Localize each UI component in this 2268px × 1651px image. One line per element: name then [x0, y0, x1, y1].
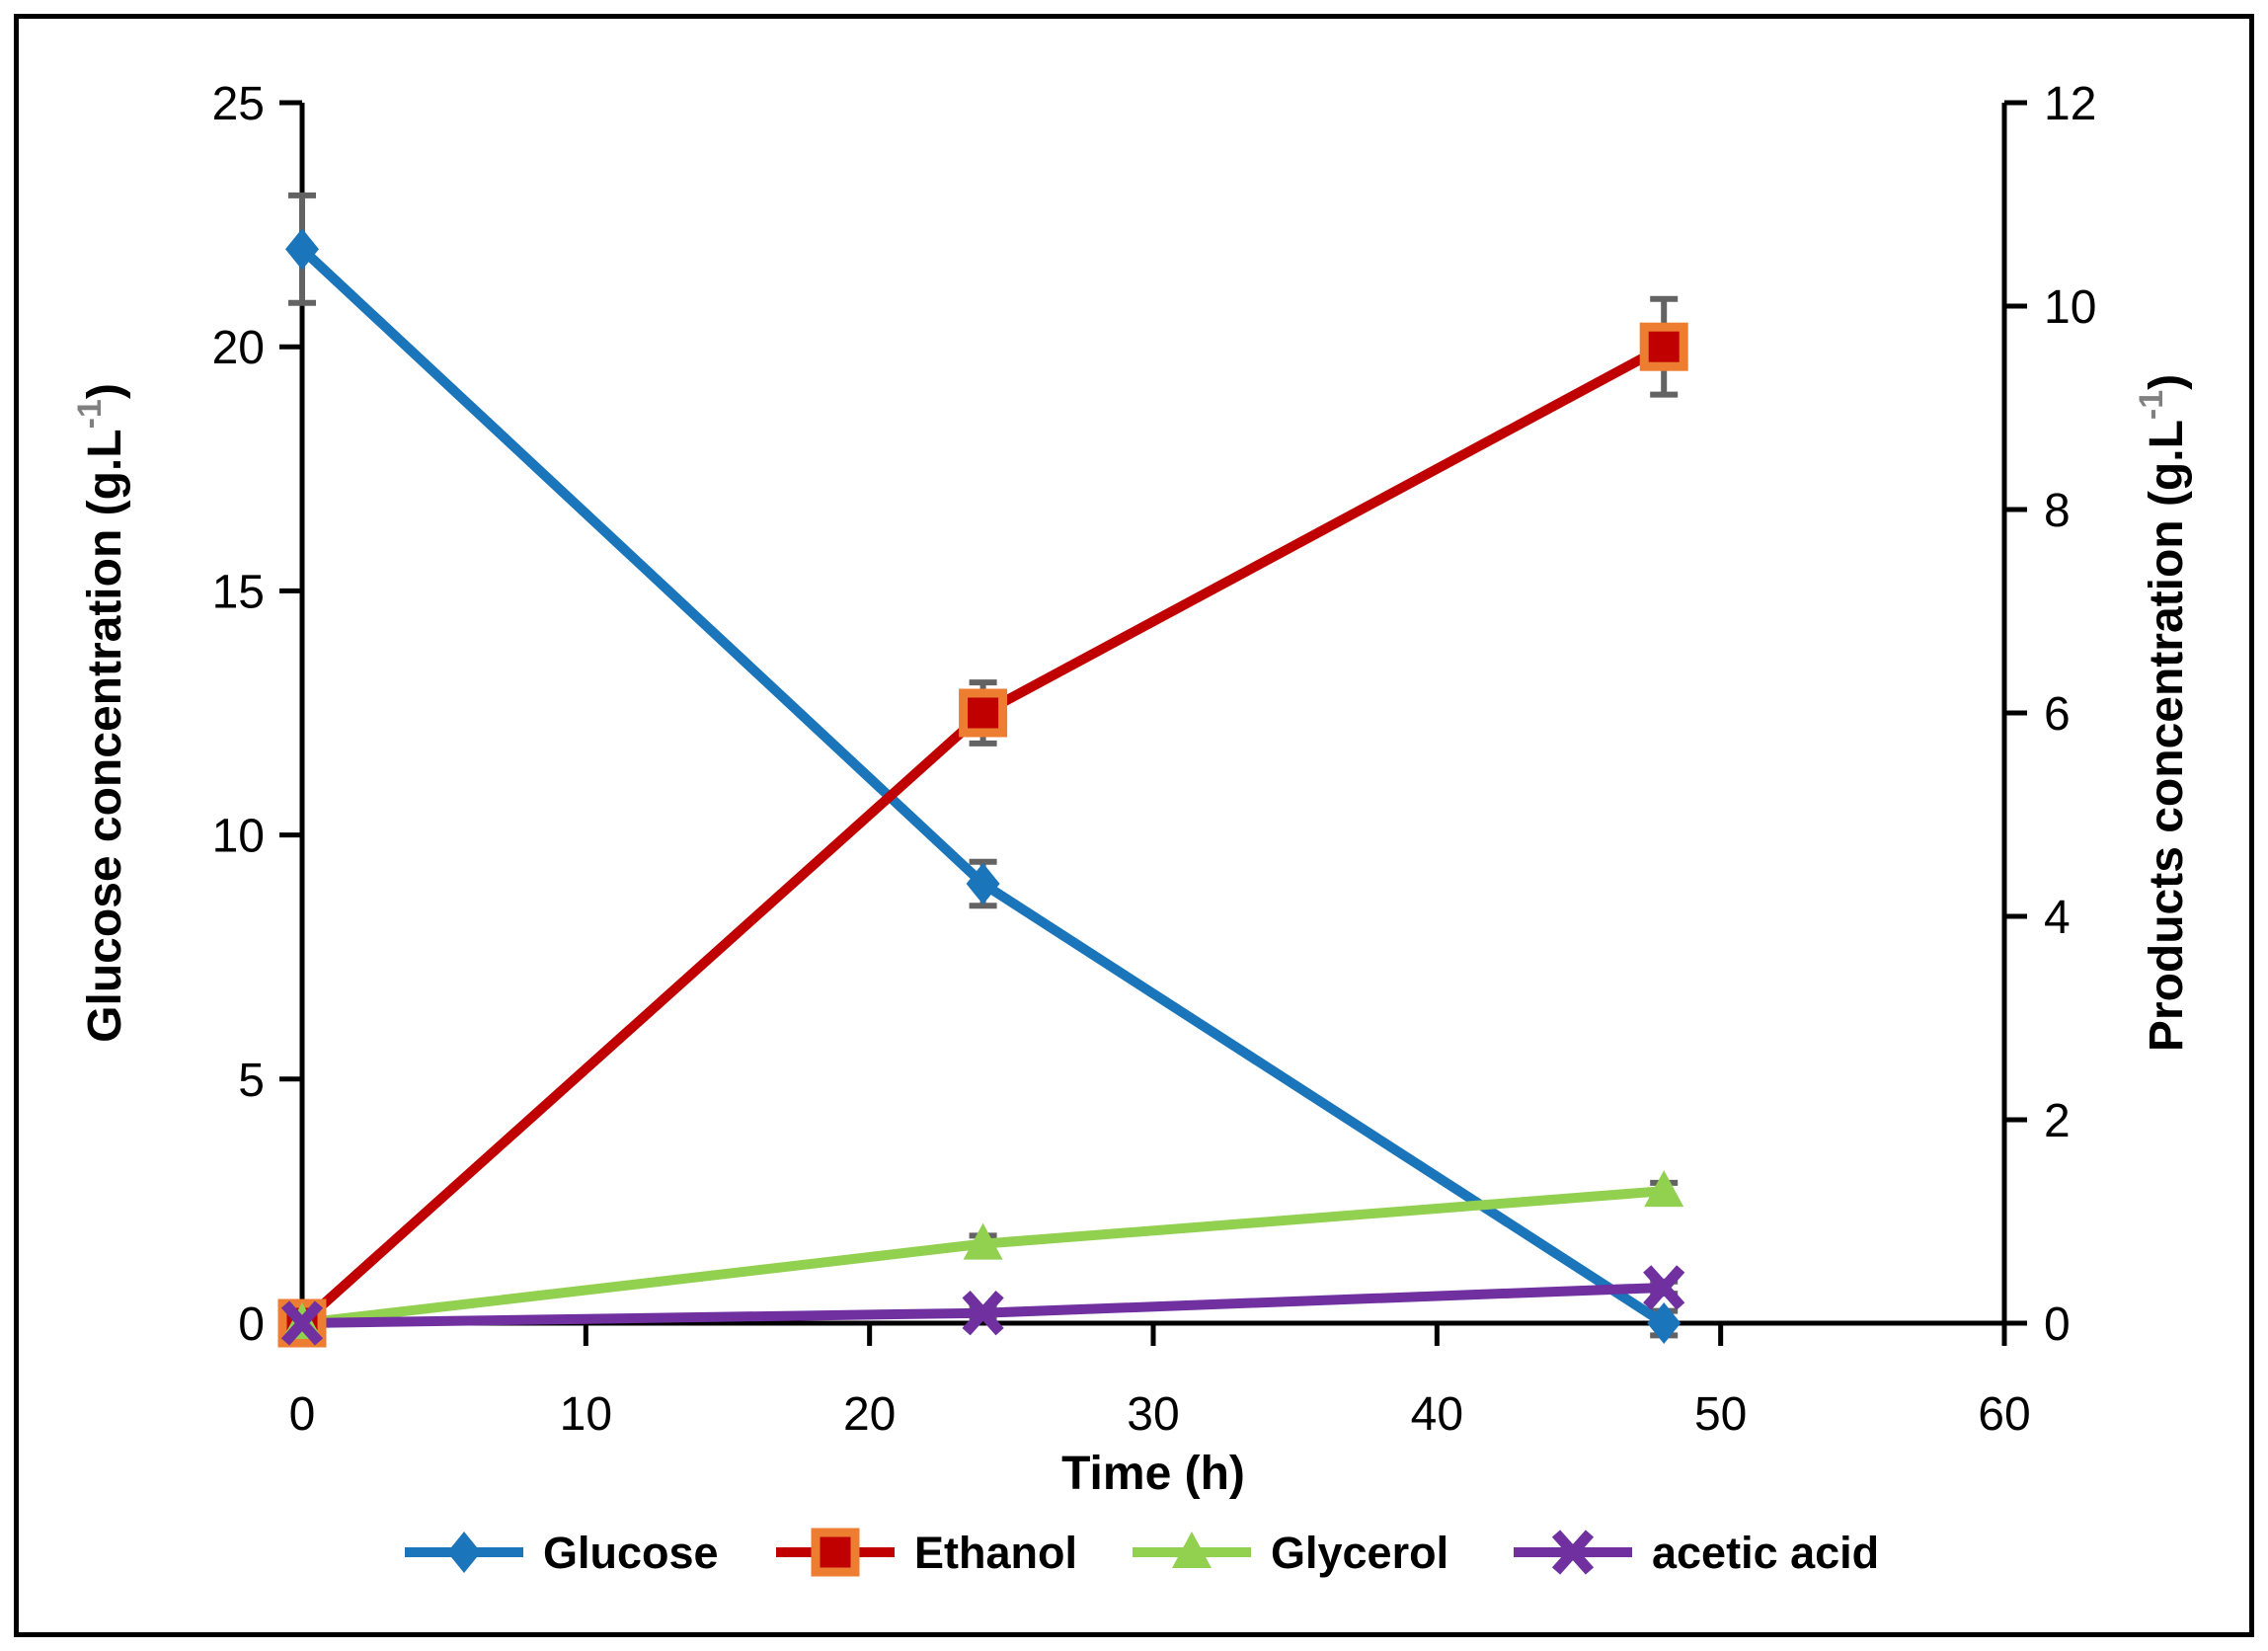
series-line-ethanol: [298, 342, 1667, 1327]
marker-diamond: [966, 863, 1000, 905]
marker-x: [280, 1300, 324, 1346]
legend: Glucose Ethanol Glycerol acetic acid: [405, 1528, 1879, 1578]
y-axis-left-title: Glucose concentration (g.L-1): [71, 383, 131, 1043]
y-right-tick-label: 2: [2044, 1095, 2071, 1147]
legend-label: acetic acid: [1652, 1528, 1879, 1578]
y-right-tick-label: 10: [2044, 281, 2096, 334]
marker-square: [811, 1528, 860, 1577]
legend-item-glucose: Glucose: [405, 1528, 719, 1578]
x-tick-label: 0: [289, 1388, 316, 1441]
y-left-tick-label: 25: [212, 78, 265, 130]
legend-item-glycerol: Glycerol: [1133, 1528, 1448, 1578]
y-left-tick-label: 10: [212, 811, 265, 863]
marker-triangle: [1644, 1170, 1684, 1208]
marker-square: [959, 688, 1008, 738]
legend-item-acetic-acid: acetic acid: [1514, 1528, 1879, 1578]
legend-item-ethanol: Ethanol: [776, 1528, 1077, 1578]
legend-label: Glycerol: [1271, 1528, 1448, 1578]
y-right-tick-label: 12: [2044, 78, 2096, 130]
series-markers-acetic-acid: [280, 1265, 1685, 1346]
marker-x: [1643, 1265, 1685, 1310]
y-left-tick-label: 20: [212, 322, 265, 374]
y-right-tick-label: 6: [2044, 688, 2071, 741]
y-axis-right-title: Products concentration (g.L-1): [2133, 374, 2193, 1052]
x-tick-label: 20: [843, 1388, 896, 1441]
x-tick-label: 10: [560, 1388, 612, 1441]
y-left-tick-label: 15: [212, 566, 265, 618]
series-line-glucose: [298, 245, 1667, 1328]
marker-x: [962, 1291, 1004, 1336]
marker-square: [1639, 322, 1688, 371]
legend-label: Glucose: [543, 1528, 719, 1578]
marker-x: [1551, 1530, 1595, 1575]
x-tick-label: 50: [1694, 1388, 1747, 1441]
x-tick-label: 60: [1978, 1388, 2030, 1441]
marker-triangle: [1172, 1532, 1212, 1568]
marker-diamond: [447, 1532, 481, 1573]
marker-triangle: [963, 1222, 1003, 1260]
y-right-tick-label: 0: [2044, 1298, 2071, 1351]
legend-label: Ethanol: [914, 1528, 1077, 1578]
series-markers-glucose: [285, 228, 1681, 1344]
x-tick-label: 30: [1127, 1388, 1179, 1441]
y-right-tick-label: 8: [2044, 485, 2071, 537]
x-axis-title: Time (h): [1061, 1448, 1245, 1500]
x-tick-label: 40: [1411, 1388, 1463, 1441]
series-markers-ethanol: [277, 322, 1688, 1348]
error-bars: [288, 192, 1679, 1339]
figure-border: [14, 14, 2254, 1637]
y-right-tick-label: 4: [2044, 892, 2071, 944]
axes: 0 5 10 15 20 25 0 2 4 6 8 10 12 0 10 20 30 40 50 60: [212, 78, 2097, 1441]
marker-diamond: [285, 228, 319, 271]
marker-diamond: [1647, 1302, 1681, 1344]
y-left-tick-label: 0: [238, 1298, 265, 1351]
y-left-tick-label: 5: [238, 1055, 265, 1107]
